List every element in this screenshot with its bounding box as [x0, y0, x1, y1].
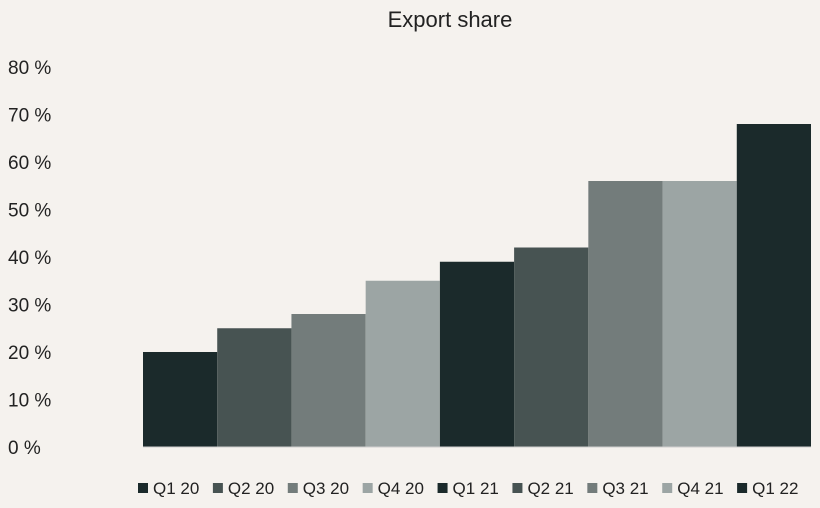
y-tick-label: 70 % — [8, 106, 51, 127]
legend: Q1 20 Q2 20 Q3 20 Q4 20 Q1 21 Q2 21 Q3 21 Q4 21… — [138, 479, 798, 498]
bars — [143, 124, 811, 447]
y-tick-label: 50 % — [8, 201, 51, 222]
legend-label: Q4 20 — [378, 479, 424, 498]
bar — [439, 261, 515, 447]
bar — [365, 280, 440, 447]
legend-swatch — [437, 483, 448, 493]
y-tick-label: 60 % — [8, 153, 51, 174]
legend-swatch — [587, 483, 598, 493]
bar — [588, 181, 663, 447]
legend-swatch — [212, 483, 223, 493]
legend-label: Q1 20 — [153, 479, 199, 498]
legend-label: Q4 21 — [677, 479, 723, 498]
bar — [143, 352, 218, 447]
y-tick-label: 40 % — [8, 248, 51, 269]
legend-swatch — [287, 483, 298, 493]
bar — [662, 181, 737, 447]
chart-title: Export share — [388, 7, 513, 32]
legend-label: Q2 20 — [228, 479, 274, 498]
y-axis: 0 % 10 % 20 % 30 % 40 % 50 % 60 % 70 % 80 % — [8, 58, 51, 459]
legend-label: Q2 21 — [527, 479, 573, 498]
y-tick-label: 20 % — [8, 343, 51, 364]
bar — [736, 124, 811, 447]
legend-swatch — [737, 483, 748, 493]
y-tick-label: 80 % — [8, 58, 51, 79]
bar — [514, 247, 589, 447]
legend-swatch — [662, 483, 673, 493]
legend-swatch — [512, 483, 523, 493]
y-tick-label: 10 % — [8, 391, 51, 412]
y-tick-label: 30 % — [8, 296, 51, 317]
legend-swatch — [138, 483, 148, 493]
legend-label: Q1 21 — [453, 479, 499, 498]
legend-label: Q1 22 — [752, 479, 798, 498]
legend-label: Q3 21 — [602, 479, 648, 498]
bar — [217, 328, 292, 447]
bar — [291, 314, 366, 447]
legend-swatch — [362, 483, 373, 493]
y-tick-label: 0 % — [8, 438, 41, 459]
legend-label: Q3 20 — [303, 479, 349, 498]
